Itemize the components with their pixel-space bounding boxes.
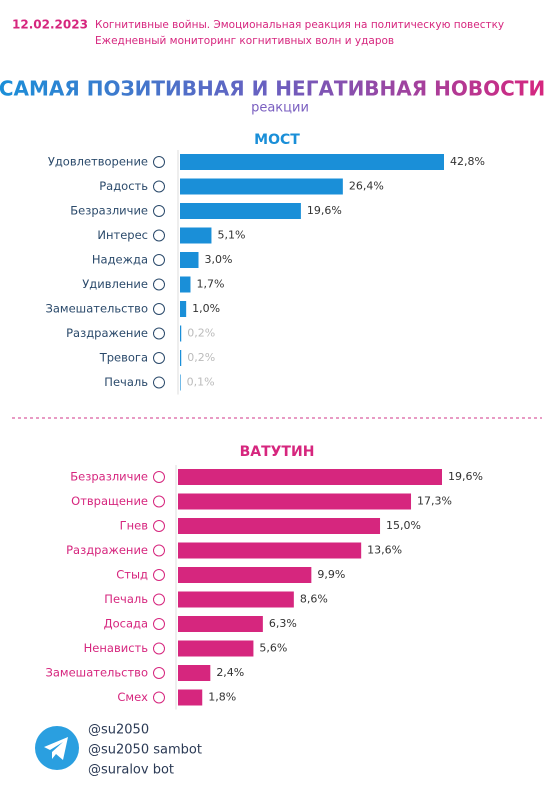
- bar: [178, 640, 254, 657]
- bar: [180, 252, 199, 268]
- chart-title: ВАТУТИН: [240, 444, 315, 460]
- bar: [180, 374, 181, 391]
- value-label: 0,2%: [187, 327, 215, 340]
- bar: [178, 493, 412, 510]
- bar: [180, 325, 182, 342]
- category-label: Замешательство: [46, 302, 148, 316]
- category-label: Досада: [104, 617, 148, 631]
- value-label: 9,9%: [317, 568, 345, 581]
- value-label: 0,2%: [187, 351, 215, 364]
- emotion-icon: [153, 376, 165, 389]
- category-label: Интерес: [97, 228, 148, 242]
- emotion-icon: [153, 205, 165, 217]
- value-label: 2,4%: [216, 666, 244, 679]
- emotion-icon: [153, 156, 165, 168]
- category-label: Гнев: [120, 519, 149, 533]
- bar: [178, 591, 294, 608]
- value-label: 26,4%: [349, 180, 384, 193]
- category-label: Удивление: [82, 277, 148, 291]
- bar: [180, 203, 301, 219]
- emotion-icon: [153, 254, 165, 266]
- value-label: 15,0%: [386, 519, 421, 532]
- bar: [178, 616, 263, 632]
- bar: [180, 227, 212, 244]
- value-label: 1,8%: [208, 691, 236, 704]
- bar: [178, 665, 211, 681]
- bar: [178, 567, 312, 583]
- bar: [178, 689, 203, 706]
- category-label: Отвращение: [71, 494, 148, 508]
- emotion-icon: [153, 544, 165, 557]
- value-label: 6,3%: [269, 617, 297, 630]
- emotion-icon: [153, 569, 165, 581]
- bar: [180, 276, 191, 293]
- value-label: 13,6%: [367, 544, 402, 557]
- category-label: Радость: [99, 179, 148, 193]
- category-label: Раздражение: [66, 326, 148, 340]
- value-label: 8,6%: [300, 593, 328, 606]
- emotion-icon: [153, 495, 165, 508]
- emotion-icon: [153, 593, 165, 606]
- emotion-icon: [153, 618, 165, 630]
- category-label: Удовлетворение: [48, 155, 148, 169]
- value-label: 1,7%: [196, 278, 224, 291]
- bar: [178, 518, 381, 534]
- bar: [178, 542, 362, 559]
- category-label: Ненависть: [84, 641, 149, 655]
- emotion-icon: [153, 327, 165, 340]
- bar: [180, 301, 187, 317]
- emotion-icon: [153, 691, 165, 704]
- bar: [180, 154, 444, 170]
- emotion-icon: [153, 278, 165, 291]
- emotion-icon: [153, 667, 165, 679]
- category-label: Надежда: [92, 253, 148, 267]
- value-label: 19,6%: [307, 204, 342, 217]
- emotion-icon: [153, 642, 165, 655]
- value-label: 42,8%: [450, 155, 485, 168]
- value-label: 5,6%: [259, 642, 287, 655]
- header-line: Когнитивные войны. Эмоциональная реакция…: [95, 19, 504, 31]
- chart-title: МОСТ: [254, 132, 300, 148]
- category-label: Раздражение: [66, 543, 148, 557]
- emotion-icon: [153, 352, 165, 364]
- category-label: Тревога: [99, 351, 148, 365]
- category-label: Безразличие: [70, 204, 148, 218]
- category-label: Безразличие: [70, 470, 148, 484]
- telegram-plane: [44, 737, 68, 760]
- value-label: 3,0%: [205, 253, 233, 266]
- main-title: САМАЯ ПОЗИТИВНАЯ И НЕГАТИВНАЯ НОВОСТИ: [0, 77, 545, 101]
- date: 12.02.2023: [12, 18, 88, 32]
- subtitle: реакции: [251, 101, 309, 116]
- emotion-icon: [153, 303, 165, 315]
- value-label: 19,6%: [448, 470, 483, 483]
- handle: @su2050 sambot: [88, 743, 202, 758]
- category-label: Смех: [117, 690, 148, 704]
- category-label: Печаль: [104, 592, 148, 606]
- handle: @su2050: [88, 723, 149, 738]
- handle: @suralov bot: [88, 763, 174, 778]
- category-label: Замешательство: [46, 666, 148, 680]
- value-label: 5,1%: [217, 229, 245, 242]
- header-line: Ежедневный мониторинг когнитивных волн и…: [95, 35, 394, 47]
- bar: [180, 350, 182, 366]
- emotion-icon: [153, 180, 165, 193]
- bar: [178, 469, 442, 485]
- category-label: Печаль: [104, 375, 148, 389]
- category-label: Стыд: [116, 568, 148, 582]
- emotion-icon: [153, 471, 165, 483]
- emotion-icon: [153, 229, 165, 242]
- value-label: 1,0%: [192, 302, 220, 315]
- bar: [180, 178, 343, 195]
- value-label: 17,3%: [417, 495, 452, 508]
- emotion-icon: [153, 520, 165, 532]
- value-label: 0,1%: [187, 376, 215, 389]
